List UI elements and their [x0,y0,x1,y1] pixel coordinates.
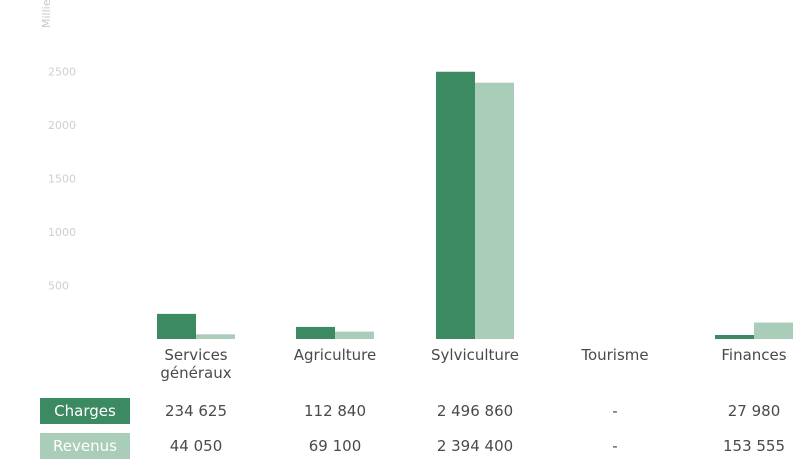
value-charges-0: 234 625 [164,402,228,420]
value-revenus-1: 69 100 [308,437,362,455]
legend-charges: Charges [40,398,130,424]
value-revenus-3: - [612,437,618,455]
value-revenus-2: 2 394 400 [436,437,514,455]
category-label: Finances [721,346,787,364]
bar-charges-0 [157,313,196,339]
bar-charges-1 [296,326,335,339]
bar-charges-2 [436,71,475,340]
value-charges-2: 2 496 860 [436,402,514,420]
legend-revenus: Revenus [40,433,130,459]
y-tick-label: 500 [48,279,69,292]
value-charges-3: - [612,402,618,420]
value-charges-1: 112 840 [303,402,367,420]
bar-revenus-2 [475,82,514,340]
category-label: Services généraux [160,346,232,382]
value-revenus-4: 153 555 [722,437,786,455]
category-label: Sylviculture [431,346,519,364]
bar-revenus-4 [754,322,793,339]
bar-charges-4 [715,335,754,339]
category-label: Agriculture [293,346,377,364]
value-revenus-0: 44 050 [169,437,223,455]
y-tick-label: 2000 [48,119,76,132]
y-tick-label: 1000 [48,226,76,239]
y-tick-label: 1500 [48,172,76,185]
category-label: Tourisme [581,346,649,364]
bar-revenus-0 [196,334,235,339]
y-tick-label: 2500 [48,65,76,78]
bar-revenus-1 [335,331,374,339]
value-charges-4: 27 980 [727,402,781,420]
